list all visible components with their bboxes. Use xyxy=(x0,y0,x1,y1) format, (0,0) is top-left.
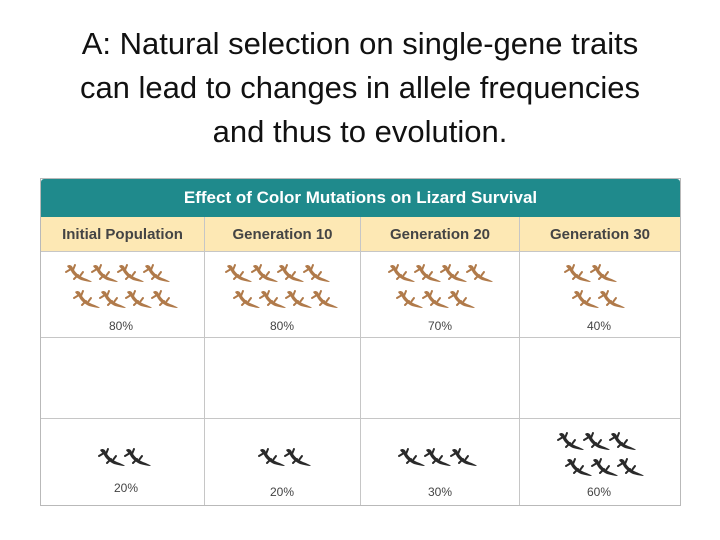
lizard-icon xyxy=(256,445,286,471)
lizard-icon xyxy=(301,261,331,287)
lizard-icon xyxy=(63,261,93,287)
column-header-gen30: Generation 30 xyxy=(520,217,680,251)
column-header-gen10: Generation 10 xyxy=(205,217,360,251)
lizard-icon xyxy=(249,261,279,287)
brown-percent: 80% xyxy=(269,319,295,333)
lizard-icon xyxy=(89,261,119,287)
lizard-icon xyxy=(231,287,261,313)
lizard-icon xyxy=(223,261,253,287)
lizard-icon xyxy=(607,429,637,455)
lizard-icon xyxy=(420,287,450,313)
brown-percent: 80% xyxy=(108,319,134,333)
column-divider xyxy=(204,217,205,505)
lizard-icon xyxy=(309,287,339,313)
row-divider xyxy=(41,251,680,252)
lizard-icon xyxy=(588,261,618,287)
lizard-icon xyxy=(396,445,426,471)
black-percent: 20% xyxy=(269,485,295,499)
brown-percent: 70% xyxy=(427,319,453,333)
column-header-gen20: Generation 20 xyxy=(361,217,519,251)
lizard-icon xyxy=(122,445,152,471)
row-divider xyxy=(41,337,680,338)
brown-percent: 40% xyxy=(586,319,612,333)
lizard-icon xyxy=(446,287,476,313)
table-title: Effect of Color Mutations on Lizard Surv… xyxy=(41,179,680,217)
lizard-icon xyxy=(257,287,287,313)
lizard-icon xyxy=(555,429,585,455)
lizard-icon xyxy=(71,287,101,313)
lizard-icon xyxy=(282,445,312,471)
lizard-icon xyxy=(386,261,416,287)
title-line: and thus to evolution. xyxy=(212,114,508,149)
lizard-icon xyxy=(570,287,600,313)
title-line: A: Natural selection on single-gene trai… xyxy=(81,26,639,61)
lizard-survival-table: Effect of Color Mutations on Lizard Surv… xyxy=(40,178,681,506)
lizard-icon xyxy=(394,287,424,313)
lizard-icon xyxy=(562,261,592,287)
lizard-icon xyxy=(149,287,179,313)
lizard-icon xyxy=(422,445,452,471)
title-line: can lead to changes in allele frequencie… xyxy=(79,70,641,105)
lizard-icon xyxy=(141,261,171,287)
column-header-initial: Initial Population xyxy=(41,217,204,251)
black-percent: 30% xyxy=(427,485,453,499)
lizard-icon xyxy=(275,261,305,287)
lizard-icon xyxy=(115,261,145,287)
lizard-icon xyxy=(615,455,645,481)
lizard-icon xyxy=(283,287,313,313)
black-percent: 20% xyxy=(113,481,139,495)
lizard-icon xyxy=(448,445,478,471)
lizard-icon xyxy=(97,287,127,313)
lizard-icon xyxy=(464,261,494,287)
slide-title: A: Natural selection on single-gene trai… xyxy=(40,22,680,154)
lizard-icon xyxy=(563,455,593,481)
lizard-icon xyxy=(123,287,153,313)
lizard-icon xyxy=(596,287,626,313)
column-divider xyxy=(519,217,520,505)
row-divider xyxy=(41,418,680,419)
lizard-icon xyxy=(412,261,442,287)
lizard-icon xyxy=(589,455,619,481)
lizard-icon xyxy=(96,445,126,471)
black-percent: 60% xyxy=(586,485,612,499)
column-divider xyxy=(360,217,361,505)
lizard-icon xyxy=(438,261,468,287)
lizard-icon xyxy=(581,429,611,455)
